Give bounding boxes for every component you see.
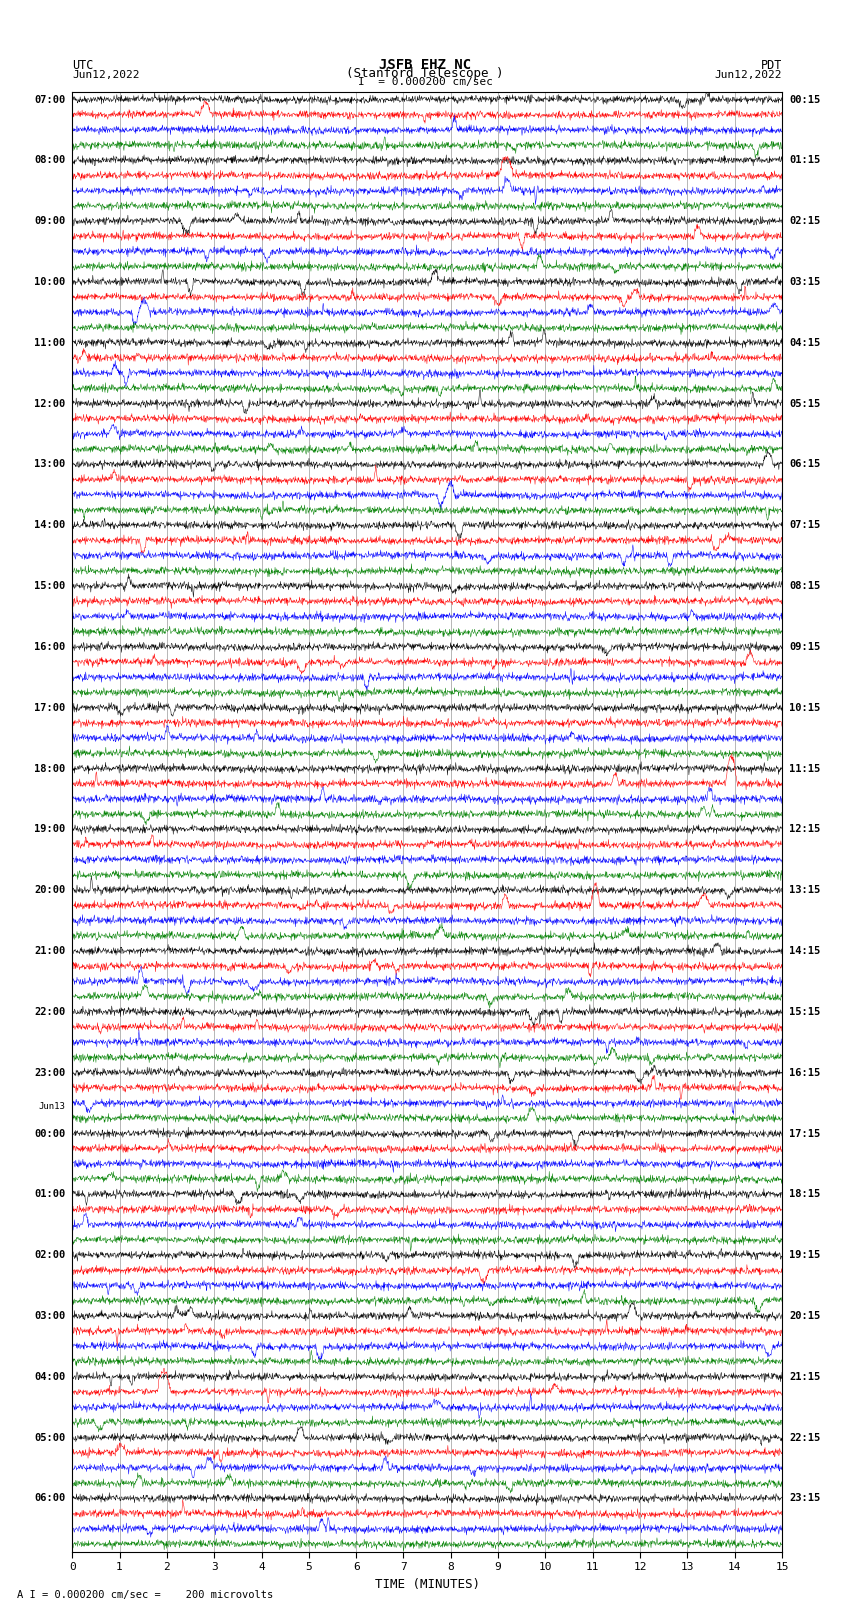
Text: 10:15: 10:15 xyxy=(789,703,820,713)
Text: 20:00: 20:00 xyxy=(34,886,65,895)
Text: Jun13: Jun13 xyxy=(38,1102,65,1111)
Text: (Stanford Telescope ): (Stanford Telescope ) xyxy=(346,66,504,79)
Text: Jun12,2022: Jun12,2022 xyxy=(715,69,782,79)
Text: 06:00: 06:00 xyxy=(34,1494,65,1503)
Text: 04:15: 04:15 xyxy=(789,337,820,348)
Text: 06:15: 06:15 xyxy=(789,460,820,469)
Text: 07:00: 07:00 xyxy=(34,95,65,105)
Text: Jun12,2022: Jun12,2022 xyxy=(72,69,139,79)
Text: 22:15: 22:15 xyxy=(789,1432,820,1442)
Text: PDT: PDT xyxy=(761,58,782,71)
Text: 05:15: 05:15 xyxy=(789,398,820,408)
Text: 04:00: 04:00 xyxy=(34,1371,65,1382)
Text: 08:00: 08:00 xyxy=(34,155,65,166)
Text: 11:15: 11:15 xyxy=(789,763,820,774)
Text: 09:00: 09:00 xyxy=(34,216,65,226)
Text: 17:15: 17:15 xyxy=(789,1129,820,1139)
Text: I  = 0.000200 cm/sec: I = 0.000200 cm/sec xyxy=(358,77,492,87)
Text: 00:15: 00:15 xyxy=(789,95,820,105)
Text: 02:15: 02:15 xyxy=(789,216,820,226)
Text: 15:00: 15:00 xyxy=(34,581,65,590)
Text: 11:00: 11:00 xyxy=(34,337,65,348)
Text: 21:00: 21:00 xyxy=(34,947,65,957)
Text: 14:00: 14:00 xyxy=(34,521,65,531)
X-axis label: TIME (MINUTES): TIME (MINUTES) xyxy=(375,1578,479,1590)
Text: 15:15: 15:15 xyxy=(789,1007,820,1016)
Text: 18:15: 18:15 xyxy=(789,1189,820,1200)
Text: 17:00: 17:00 xyxy=(34,703,65,713)
Text: 20:15: 20:15 xyxy=(789,1311,820,1321)
Text: 03:00: 03:00 xyxy=(34,1311,65,1321)
Text: 05:00: 05:00 xyxy=(34,1432,65,1442)
Text: 09:15: 09:15 xyxy=(789,642,820,652)
Text: 16:00: 16:00 xyxy=(34,642,65,652)
Text: 10:00: 10:00 xyxy=(34,277,65,287)
Text: 19:15: 19:15 xyxy=(789,1250,820,1260)
Text: A I = 0.000200 cm/sec =    200 microvolts: A I = 0.000200 cm/sec = 200 microvolts xyxy=(17,1590,273,1600)
Text: 07:15: 07:15 xyxy=(789,521,820,531)
Text: 08:15: 08:15 xyxy=(789,581,820,590)
Text: 13:00: 13:00 xyxy=(34,460,65,469)
Text: 02:00: 02:00 xyxy=(34,1250,65,1260)
Text: 16:15: 16:15 xyxy=(789,1068,820,1077)
Text: UTC: UTC xyxy=(72,58,94,71)
Text: 01:00: 01:00 xyxy=(34,1189,65,1200)
Text: 23:15: 23:15 xyxy=(789,1494,820,1503)
Text: 14:15: 14:15 xyxy=(789,947,820,957)
Text: 13:15: 13:15 xyxy=(789,886,820,895)
Text: 18:00: 18:00 xyxy=(34,763,65,774)
Text: 12:15: 12:15 xyxy=(789,824,820,834)
Text: 19:00: 19:00 xyxy=(34,824,65,834)
Text: 12:00: 12:00 xyxy=(34,398,65,408)
Text: 00:00: 00:00 xyxy=(34,1129,65,1139)
Text: 21:15: 21:15 xyxy=(789,1371,820,1382)
Text: JSFB EHZ NC: JSFB EHZ NC xyxy=(379,58,471,71)
Text: 22:00: 22:00 xyxy=(34,1007,65,1016)
Text: 01:15: 01:15 xyxy=(789,155,820,166)
Text: 03:15: 03:15 xyxy=(789,277,820,287)
Text: 23:00: 23:00 xyxy=(34,1068,65,1077)
